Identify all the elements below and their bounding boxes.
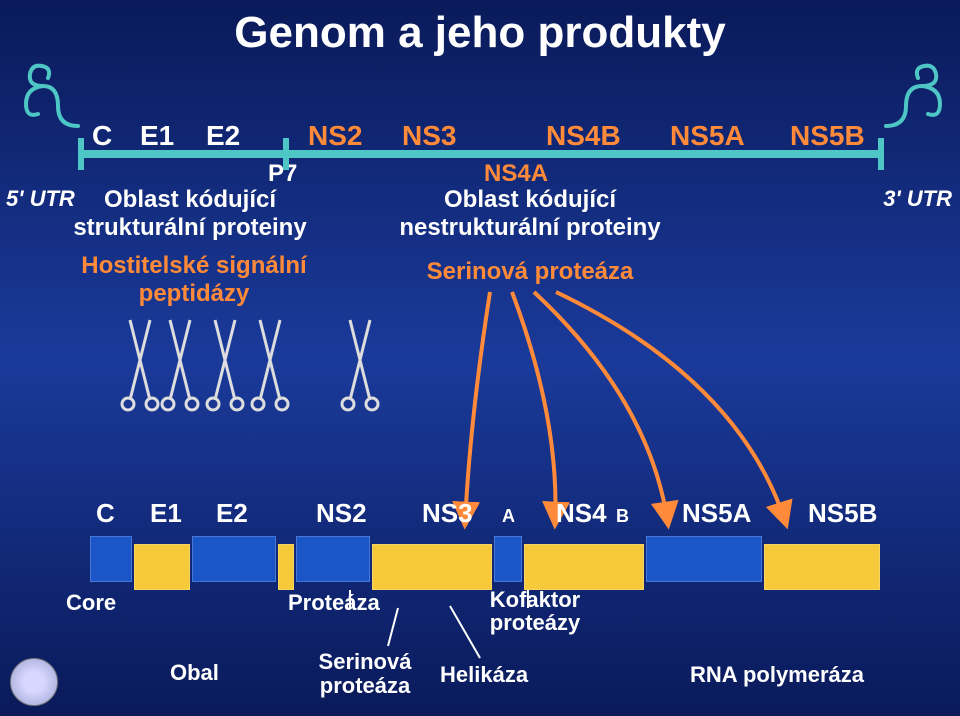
host-desc-l2: peptidázy [64,280,324,308]
struct-desc-l2: strukturální proteiny [60,214,320,242]
struct-desc: Oblast kódující strukturální proteiny [60,186,320,242]
seg-e1: E1 [140,120,174,152]
host-desc: Hostitelské signální peptidázy [64,252,324,308]
seg-ns4b: NS4B [546,120,621,152]
bottom-diagram: C E1 E2 NS2 NS3 A NS4 B NS5A NS5B Core O… [50,440,910,700]
rail-tick [878,138,884,170]
nonstruct-desc: Oblast kódující nestrukturální proteiny [370,186,690,242]
genome-rail [78,150,882,158]
seg-ns5b: NS5B [790,120,865,152]
seg-c: C [92,120,112,152]
bottom-pointers [50,440,910,700]
struct-desc-l1: Oblast kódující [60,186,320,214]
rail-tick [78,138,84,170]
seg-ns2: NS2 [308,120,362,152]
seg-e2: E2 [206,120,240,152]
host-desc-l1: Hostitelské signální [64,252,324,280]
logo-icon [10,658,58,706]
seg-ns5a: NS5A [670,120,745,152]
serine-desc-l1: Serinová proteáza [400,258,660,286]
serine-desc: Serinová proteáza [400,258,660,286]
scissors-left [110,310,310,430]
rail-tick [283,138,289,170]
nonstruct-desc-l1: Oblast kódující [370,186,690,214]
scissors-right [330,310,390,430]
nonstruct-desc-l2: nestrukturální proteiny [370,214,690,242]
utr3-label: 3' UTR [883,186,952,212]
genome-top-section: 5' UTR 3' UTR C E1 E2 NS2 NS3 NS4B NS5A … [0,58,960,198]
seg-ns3: NS3 [402,120,456,152]
page-title: Genom a jeho produkty [0,0,960,58]
seg-ns4a: NS4A [484,160,548,188]
